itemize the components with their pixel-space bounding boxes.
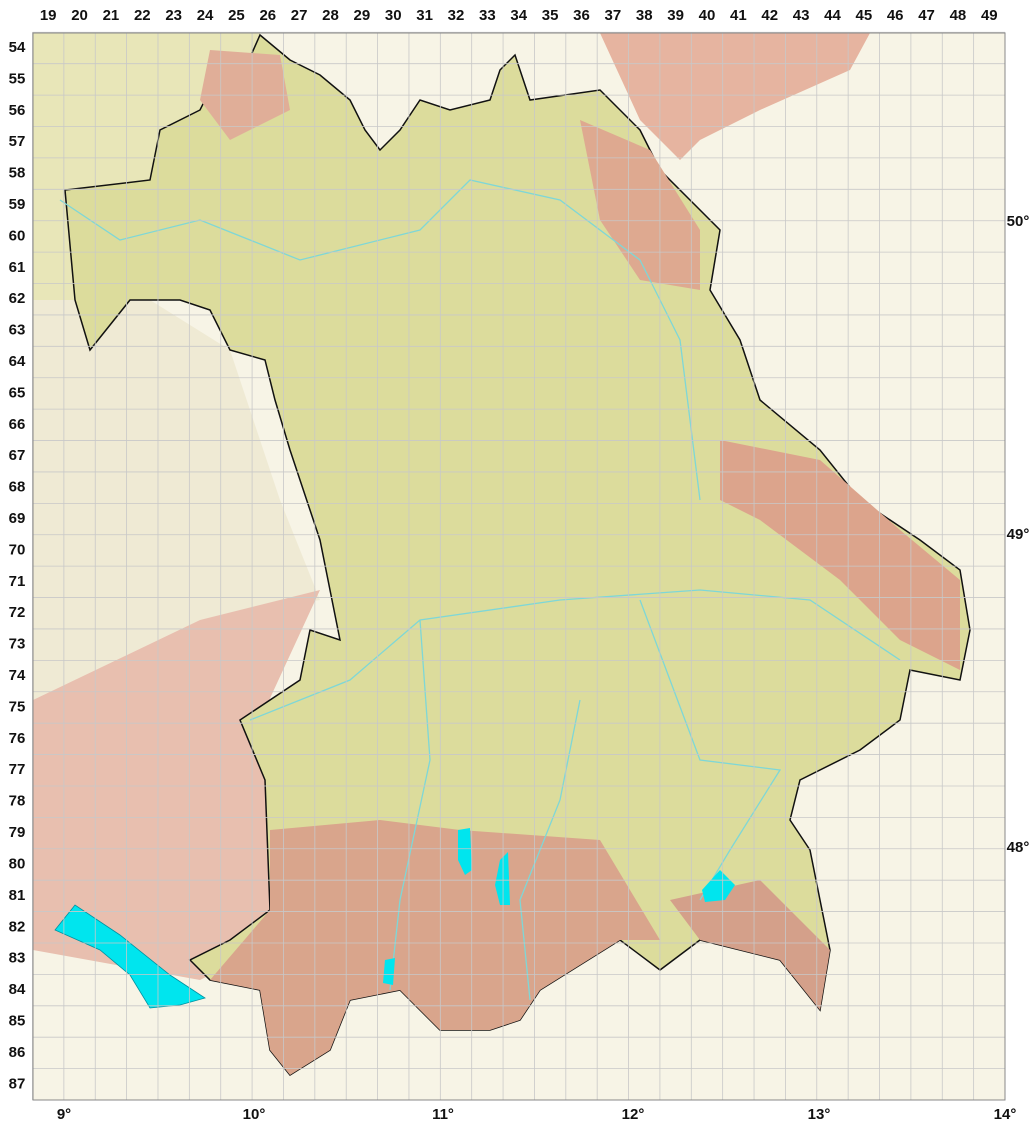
row-label: 63: [9, 322, 26, 339]
column-label: 48: [950, 7, 967, 24]
row-label: 73: [9, 636, 26, 653]
row-label: 69: [9, 510, 26, 527]
column-label: 24: [197, 7, 214, 24]
terrain-south-west: [33, 590, 320, 980]
river: [639, 599, 782, 901]
river: [519, 699, 581, 1001]
column-label: 35: [542, 7, 559, 24]
longitude-label: 13°: [808, 1106, 831, 1123]
longitude-label: 11°: [432, 1106, 454, 1123]
longitude-label: 14°: [994, 1106, 1017, 1123]
column-label: 25: [228, 7, 245, 24]
column-label: 20: [71, 7, 88, 24]
row-label: 77: [9, 761, 26, 778]
row-label: 64: [9, 353, 26, 370]
row-label: 78: [9, 793, 26, 810]
row-label: 71: [9, 573, 26, 590]
column-label: 39: [667, 7, 684, 24]
row-label: 54: [9, 39, 26, 56]
column-label: 38: [636, 7, 653, 24]
row-label: 84: [9, 981, 26, 998]
row-label: 60: [9, 227, 26, 244]
column-label: 26: [259, 7, 276, 24]
lake: [458, 828, 472, 875]
column-label: 36: [573, 7, 590, 24]
column-label: 46: [887, 7, 904, 24]
row-label: 68: [9, 479, 26, 496]
column-label: 42: [761, 7, 778, 24]
column-label: 40: [699, 7, 716, 24]
latitude-label: 50°: [1007, 213, 1030, 230]
row-label: 58: [9, 165, 26, 182]
row-label: 81: [9, 887, 26, 904]
column-label: 47: [918, 7, 935, 24]
lake-chiemsee: [702, 870, 735, 902]
column-label: 32: [448, 7, 465, 24]
column-label: 29: [354, 7, 371, 24]
row-label: 82: [9, 918, 26, 935]
terrain-west: [33, 300, 320, 700]
row-label: 66: [9, 416, 26, 433]
row-label: 86: [9, 1044, 26, 1061]
column-label: 33: [479, 7, 496, 24]
row-label: 74: [9, 667, 26, 684]
row-label: 83: [9, 950, 26, 967]
terrain-bavarian-forest: [720, 440, 960, 670]
column-label: 45: [855, 7, 872, 24]
terrain-alps: [210, 820, 660, 1075]
column-label: 31: [416, 7, 433, 24]
column-label: 37: [605, 7, 622, 24]
longitude-label: 12°: [622, 1106, 645, 1123]
column-label: 49: [981, 7, 998, 24]
row-label: 65: [9, 384, 26, 401]
column-label: 34: [510, 7, 527, 24]
row-label: 70: [9, 541, 26, 558]
terrain-alps-east: [670, 880, 830, 1010]
longitude-label: 9°: [57, 1106, 71, 1123]
longitude-label: 10°: [243, 1106, 266, 1123]
column-label: 43: [793, 7, 810, 24]
latitude-label: 48°: [1007, 839, 1030, 856]
column-label: 19: [40, 7, 57, 24]
lake-constance: [54, 904, 206, 1009]
lake: [383, 958, 395, 985]
lake: [495, 852, 510, 905]
column-label: 28: [322, 7, 339, 24]
row-label: 56: [9, 102, 26, 119]
row-label: 87: [9, 1075, 26, 1092]
column-label: 27: [291, 7, 308, 24]
row-label: 57: [9, 133, 26, 150]
map-frame: [32, 32, 1006, 1101]
row-label: 61: [9, 259, 26, 276]
column-label: 44: [824, 7, 841, 24]
row-label: 72: [9, 604, 26, 621]
row-label: 85: [9, 1012, 26, 1029]
row-label: 80: [9, 855, 26, 872]
grid: [32, 31, 1006, 1101]
terrain-fichtelgebirge: [580, 120, 700, 290]
river: [249, 589, 901, 721]
row-label: 55: [9, 70, 26, 87]
column-label: 21: [103, 7, 120, 24]
row-label: 59: [9, 196, 26, 213]
latitude-label: 49°: [1007, 526, 1030, 543]
river: [389, 619, 431, 991]
row-label: 76: [9, 730, 26, 747]
terrain-north-east: [600, 33, 870, 160]
column-label: 23: [165, 7, 182, 24]
column-label: 30: [385, 7, 402, 24]
row-label: 79: [9, 824, 26, 841]
row-label: 67: [9, 447, 26, 464]
column-label: 41: [730, 7, 747, 24]
row-label: 62: [9, 290, 26, 307]
column-label: 22: [134, 7, 151, 24]
row-label: 75: [9, 698, 26, 715]
